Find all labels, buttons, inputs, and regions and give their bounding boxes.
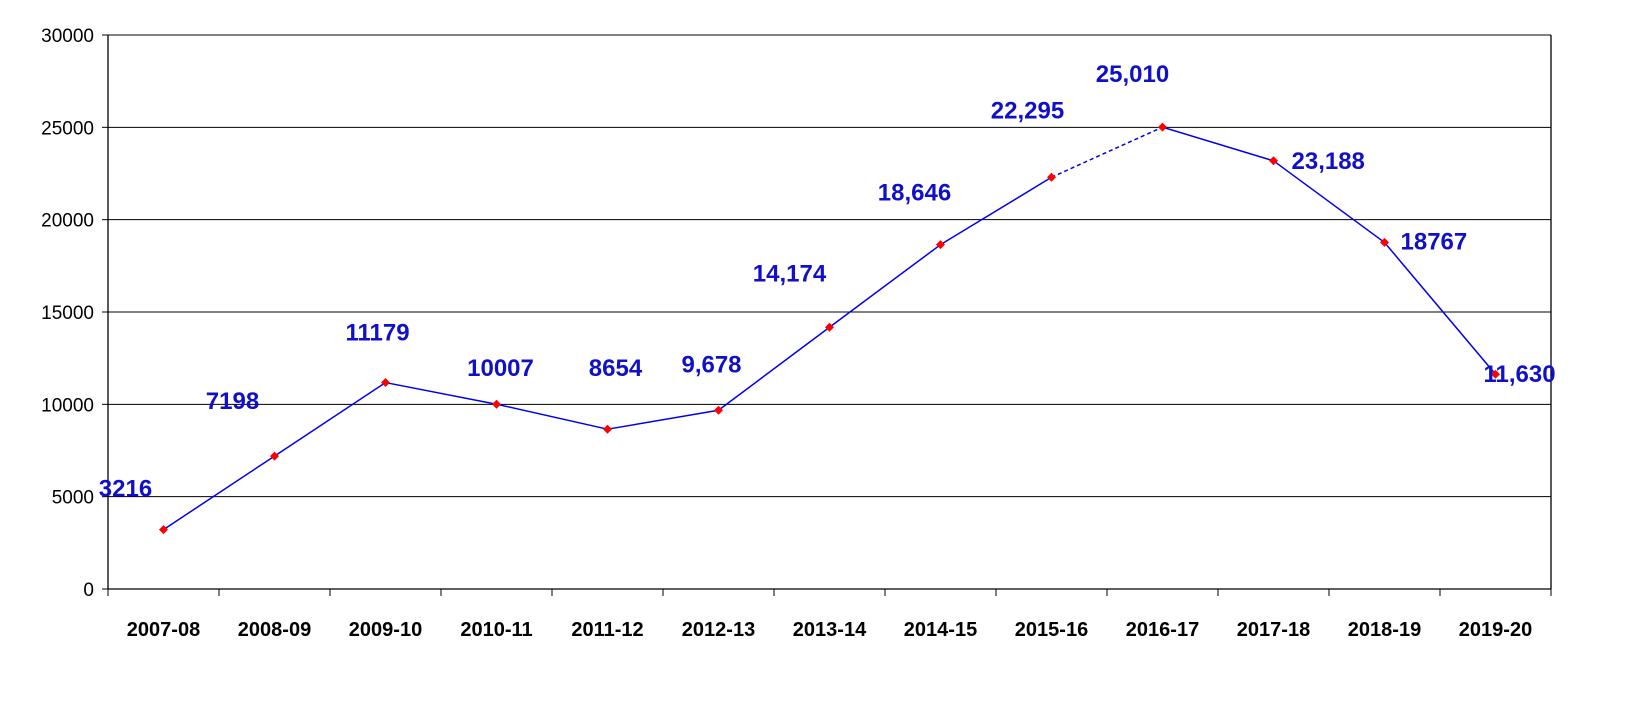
data-point — [936, 240, 945, 250]
x-tick-label: 2008-09 — [238, 619, 311, 641]
data-label: 18767 — [1401, 228, 1468, 255]
y-tick-label: 10000 — [41, 395, 94, 416]
x-tick-label: 2012-13 — [682, 619, 755, 641]
line-segment-dashed — [1051, 126, 1163, 178]
y-tick-label: 20000 — [41, 211, 94, 232]
line-segment — [718, 326, 830, 411]
y-tick-label: 5000 — [52, 488, 94, 509]
data-label: 22,295 — [991, 97, 1064, 124]
line-segment — [496, 403, 608, 430]
data-point — [603, 424, 612, 434]
data-point — [1269, 156, 1278, 166]
line-segment — [163, 455, 275, 531]
data-point — [492, 399, 501, 409]
x-tick-label: 2010-11 — [460, 619, 532, 641]
line-segment — [274, 381, 386, 457]
data-label: 10007 — [467, 355, 534, 382]
x-tick-label: 2013-14 — [793, 619, 867, 641]
line-segment — [1383, 241, 1497, 375]
x-tick-label: 2009-10 — [349, 619, 422, 641]
data-point — [1158, 122, 1167, 132]
data-point — [159, 525, 168, 535]
data-label: 11,630 — [1484, 361, 1556, 388]
data-point — [1047, 172, 1056, 182]
line-segment — [940, 176, 1052, 246]
x-tick-label: 2015-16 — [1015, 619, 1088, 641]
y-tick-label: 25000 — [41, 118, 94, 139]
data-label: 14,174 — [753, 260, 827, 287]
y-tick-label: 0 — [83, 580, 94, 601]
data-label: 11179 — [345, 320, 409, 347]
data-point — [714, 405, 723, 415]
data-label: 7198 — [206, 388, 259, 415]
axes — [107, 35, 1552, 590]
data-label: 9,678 — [681, 351, 741, 378]
data-label: 18,646 — [878, 180, 951, 207]
data-label: 25,010 — [1096, 61, 1169, 88]
x-tick-label: 2011-12 — [571, 619, 643, 641]
x-tick-label: 2019-20 — [1459, 619, 1532, 641]
line-segment — [1162, 126, 1274, 162]
y-tick-label: 15000 — [41, 303, 94, 324]
line-segment — [829, 244, 941, 328]
line-segment — [1273, 160, 1385, 244]
data-point — [381, 378, 390, 388]
x-tick-label: 2016-17 — [1126, 619, 1199, 641]
gridlines — [108, 34, 1551, 498]
data-point — [270, 451, 279, 461]
y-axis-ticks: 0 5000 10000 15000 20000 25000 30000 — [41, 26, 108, 601]
x-tick-label: 2018-19 — [1348, 619, 1421, 641]
line-segment — [607, 409, 719, 430]
x-tick-label: 2014-15 — [904, 619, 977, 641]
data-point — [1380, 237, 1389, 247]
data-markers — [159, 122, 1500, 535]
data-label: 3216 — [99, 476, 152, 503]
x-tick-label: 2007-08 — [127, 619, 200, 641]
data-point — [825, 322, 834, 332]
data-label: 23,188 — [1292, 148, 1365, 175]
data-label: 8654 — [589, 355, 643, 382]
line-segment — [385, 381, 497, 405]
x-axis-ticks: 2007-08 2008-09 2009-10 2010-11 2011-12 2012-… — [107, 589, 1552, 641]
data-point — [1491, 369, 1500, 379]
y-tick-label: 30000 — [41, 26, 94, 47]
x-tick-label: 2017-18 — [1237, 619, 1310, 641]
series-line — [163, 126, 1497, 531]
data-labels: 3216 7198 11179 10007 8654 9,678 14,174 18,646 2… — [99, 61, 1556, 502]
